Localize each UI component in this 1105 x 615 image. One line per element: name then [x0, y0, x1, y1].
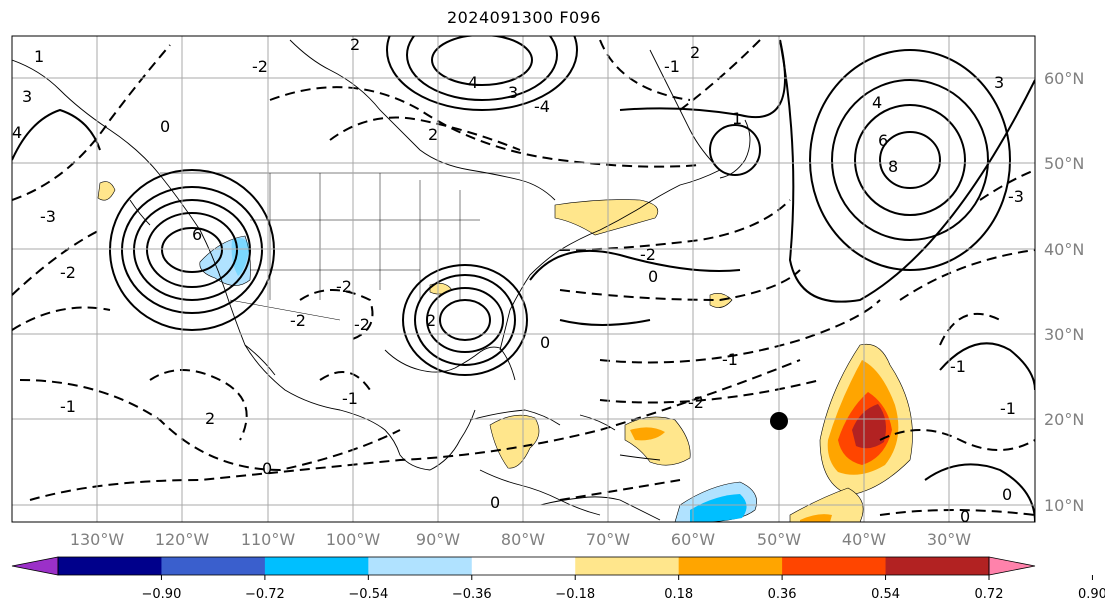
- contour-label: -4: [534, 97, 550, 116]
- colorbar-box: [575, 557, 680, 575]
- lon-label: 120°W: [155, 530, 210, 549]
- lon-label: 50°W: [757, 530, 801, 549]
- lat-label: 20°N: [1044, 410, 1084, 429]
- lon-label: 110°W: [241, 530, 296, 549]
- contour-label: -1: [342, 389, 358, 408]
- contour-labels: 6 4 3 2 2 1 0 -1 -2 -2 -2 2 1 0 -1 6 8 4…: [12, 35, 1024, 526]
- contour-label: -1: [664, 57, 680, 76]
- colorbar-box: [368, 557, 473, 575]
- contour-label: 0: [540, 333, 550, 352]
- contour-label: 3: [508, 83, 518, 102]
- map-title: 2024091300 F096: [446, 8, 602, 27]
- colorbar-box: [264, 557, 369, 575]
- contour-label: -2: [60, 263, 76, 282]
- map-frame: [11, 35, 1036, 523]
- contour-label: -1: [60, 397, 76, 416]
- contour-label: -3: [40, 207, 56, 226]
- contour-label: 4: [468, 73, 478, 92]
- colorbar-tick-label: −0.72: [245, 587, 285, 602]
- lon-label: 130°W: [70, 530, 125, 549]
- colorbar-box: [782, 557, 887, 575]
- colorbar-tick-label: −0.36: [452, 587, 492, 602]
- contour-label: 0: [1002, 485, 1012, 504]
- lon-label: 30°W: [927, 530, 971, 549]
- contour-label: -1: [722, 350, 738, 369]
- contour-label: -1: [1000, 399, 1016, 418]
- contour-label: 2: [426, 311, 436, 330]
- colorbar-box: [471, 557, 576, 575]
- colorbar-tick-label: 0.90: [1078, 587, 1105, 602]
- lon-label: 70°W: [586, 530, 630, 549]
- contour-label: 2: [690, 43, 700, 62]
- lon-label: 100°W: [326, 530, 381, 549]
- contour-label: 2: [205, 409, 215, 428]
- contour-label: 0: [490, 493, 500, 512]
- colorbar-extend-high: [989, 557, 1035, 575]
- colorbar-tick-label: −0.54: [348, 587, 388, 602]
- contour-label: 2: [428, 125, 438, 144]
- state-boundaries: [160, 172, 520, 321]
- colorbar-tick-label: 0.36: [768, 587, 797, 602]
- contour-label: 6: [192, 225, 202, 244]
- colorbar-tick-label: −0.90: [142, 587, 182, 602]
- contour-label: 0: [160, 117, 170, 136]
- contour-label: 0: [960, 507, 970, 526]
- contour-label: -1: [950, 357, 966, 376]
- latitude-labels: 60°N 50°N 40°N 30°N 20°N 10°N: [1044, 69, 1084, 515]
- contour-label: 3: [994, 73, 1004, 92]
- longitude-labels: 130°W 120°W 110°W 100°W 90°W 80°W 70°W 6…: [70, 530, 971, 549]
- storm-center-marker: [770, 412, 788, 430]
- contour-label: -2: [640, 245, 656, 264]
- lat-label: 40°N: [1044, 240, 1084, 259]
- contour-label: 8: [888, 157, 898, 176]
- contour-label: 1: [34, 47, 44, 66]
- contour-label: -2: [290, 311, 306, 330]
- graticule: [12, 36, 1035, 522]
- colorbar-tick-label: −0.18: [555, 587, 595, 602]
- contour-label: 6: [878, 131, 888, 150]
- colorbar-box: [161, 557, 266, 575]
- lon-label: 60°W: [671, 530, 715, 549]
- solid-contours: [12, 36, 1035, 522]
- lat-label: 30°N: [1044, 325, 1084, 344]
- colorbar-tick-label: 0.18: [664, 587, 693, 602]
- lat-label: 10°N: [1044, 496, 1084, 515]
- lon-label: 90°W: [416, 530, 460, 549]
- lat-label: 50°N: [1044, 154, 1084, 173]
- contour-label: 4: [872, 93, 882, 112]
- contour-label: -2: [688, 393, 704, 412]
- dashed-contours: [12, 39, 1035, 516]
- colorbar-tick-label: 0.72: [975, 587, 1004, 602]
- contour-label: 1: [732, 109, 742, 128]
- lat-label: 60°N: [1044, 69, 1084, 88]
- contour-label: -2: [354, 315, 370, 334]
- contour-label: -2: [336, 277, 352, 296]
- colorbar-box: [678, 557, 783, 575]
- colorbar-box: [58, 557, 162, 575]
- contour-label: 4: [12, 123, 22, 142]
- contour-label: -3: [1008, 187, 1024, 206]
- contour-label: 0: [262, 459, 272, 478]
- contour-label: -2: [252, 57, 268, 76]
- positive-anomaly-northeast: [554, 199, 659, 236]
- contour-label: 3: [22, 87, 32, 106]
- colorbar-extend-low: [12, 557, 58, 575]
- contour-label: 0: [648, 267, 658, 286]
- contour-label: 2: [350, 35, 360, 54]
- lon-label: 40°W: [842, 530, 886, 549]
- colorbar-box: [885, 557, 990, 575]
- lon-label: 80°W: [501, 530, 545, 549]
- colorbar-tick-label: 0.54: [871, 587, 900, 602]
- colorbar: −0.90 −0.72 −0.54 −0.36 −0.18 0.18 0.36 0.54 0.7…: [11, 556, 1105, 602]
